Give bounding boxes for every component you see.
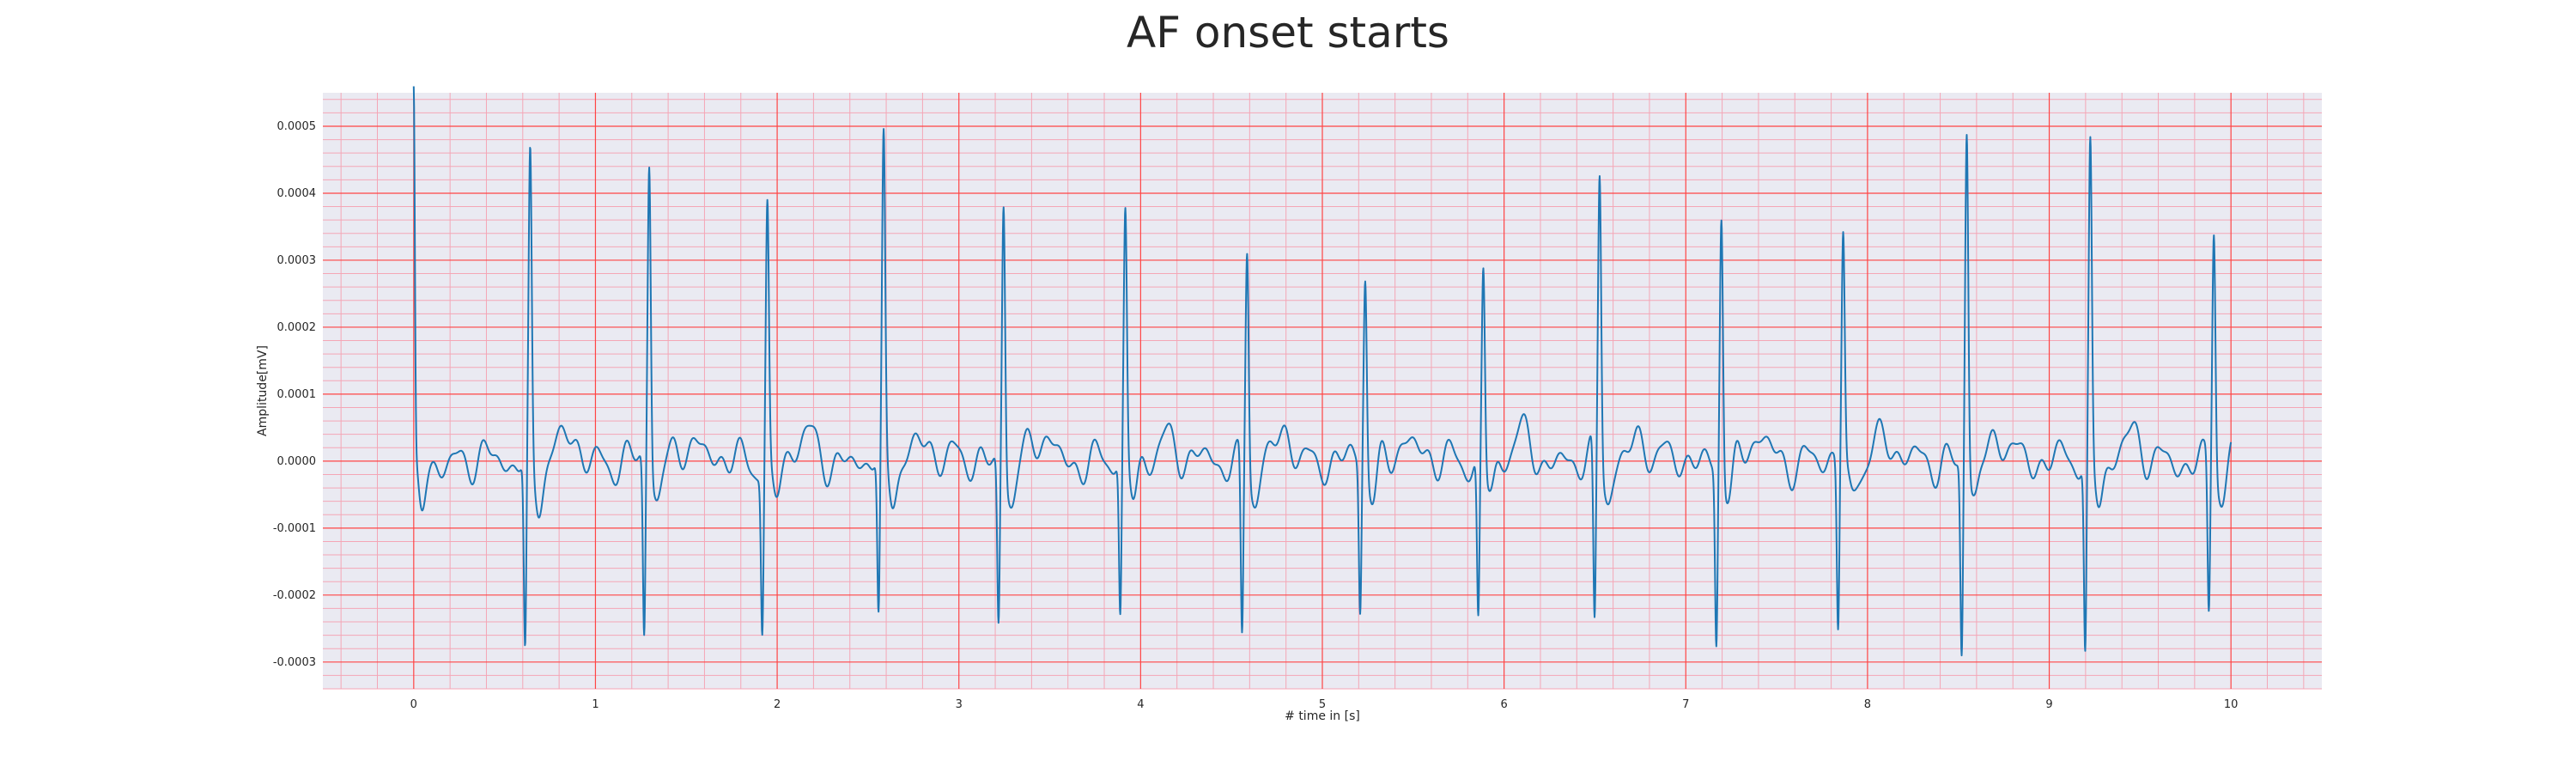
- y-tick-label: 0.0004: [277, 187, 317, 200]
- chart-title: AF onset starts: [1127, 8, 1449, 58]
- x-tick-label: 6: [1500, 698, 1507, 711]
- ecg-trace: [412, 86, 2233, 657]
- x-tick-label: 9: [2045, 698, 2052, 711]
- x-axis-label: # time in [s]: [1285, 709, 1360, 723]
- y-tick-label: 0.0001: [277, 388, 317, 401]
- x-tick-labels: 0 1 2 3 4 5 6 7 8 9 10: [410, 698, 2239, 711]
- y-tick-label: 0.0000: [277, 455, 317, 468]
- x-tick-label: 1: [592, 698, 598, 711]
- x-tick-label: 8: [1864, 698, 1871, 711]
- y-tick-label: -0.0001: [273, 522, 316, 535]
- series-layer: [412, 86, 2233, 657]
- y-tick-label: 0.0002: [277, 321, 317, 334]
- x-tick-label: 10: [2224, 698, 2239, 711]
- x-tick-label: 3: [956, 698, 963, 711]
- major-grid: [323, 93, 2322, 689]
- y-tick-label: 0.0003: [277, 254, 317, 267]
- x-tick-label: 7: [1682, 698, 1689, 711]
- x-tick-label: 4: [1137, 698, 1144, 711]
- y-tick-label: 0.0005: [277, 120, 317, 133]
- x-tick-label: 5: [1319, 698, 1326, 711]
- x-tick-label: 0: [410, 698, 417, 711]
- y-axis-label: Amplitude[mV]: [256, 345, 270, 436]
- x-tick-label: 2: [774, 698, 781, 711]
- y-tick-labels: -0.0003 -0.0002 -0.0001 0.0000 0.0001 0.0002 0…: [273, 120, 316, 669]
- y-tick-label: -0.0002: [273, 589, 316, 602]
- y-tick-label: -0.0003: [273, 656, 316, 669]
